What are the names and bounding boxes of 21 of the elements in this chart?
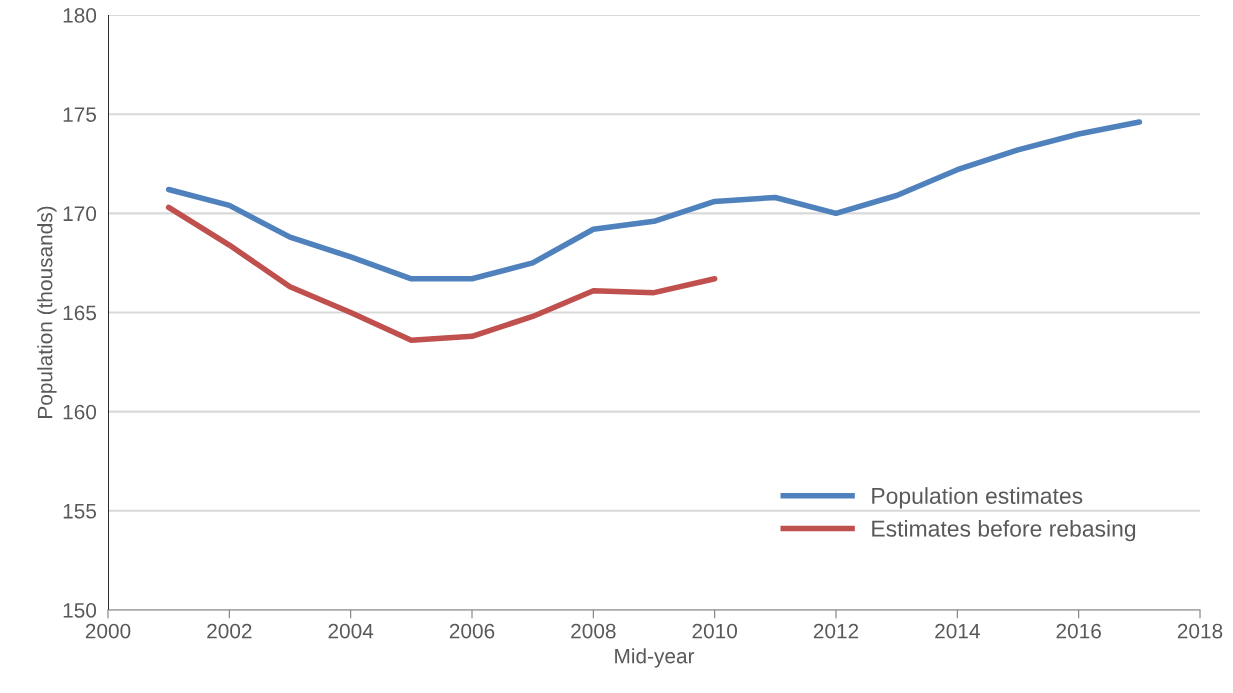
- y-tick-label: 165: [63, 305, 97, 321]
- x-tick-label: 2016: [1056, 623, 1101, 639]
- legend-label: Estimates before rebasing: [872, 519, 1136, 542]
- y-tick-label: 155: [63, 504, 97, 519]
- x-tick-label: 2010: [692, 623, 738, 639]
- y-tick-label: 150: [63, 603, 97, 618]
- x-tick-label: 2012: [813, 623, 859, 639]
- x-tick-label: 2006: [449, 623, 495, 639]
- y-axis-title: Population (thousands): [37, 206, 57, 418]
- y-tick-label: 170: [63, 206, 97, 222]
- x-axis-title: Mid-year: [615, 648, 695, 668]
- x-tick-label: 2018: [1177, 623, 1223, 639]
- x-tick-label: 2008: [571, 623, 616, 639]
- x-tick-label: 2004: [328, 623, 374, 639]
- x-tick-label: 2000: [85, 623, 131, 639]
- y-tick-label: 175: [63, 107, 97, 122]
- legend-label: Population estimates: [872, 487, 1083, 509]
- y-tick-label: 180: [63, 8, 97, 23]
- x-tick-label: 2002: [207, 623, 252, 639]
- x-tick-label: 2014: [935, 623, 980, 639]
- y-tick-label: 160: [63, 404, 97, 420]
